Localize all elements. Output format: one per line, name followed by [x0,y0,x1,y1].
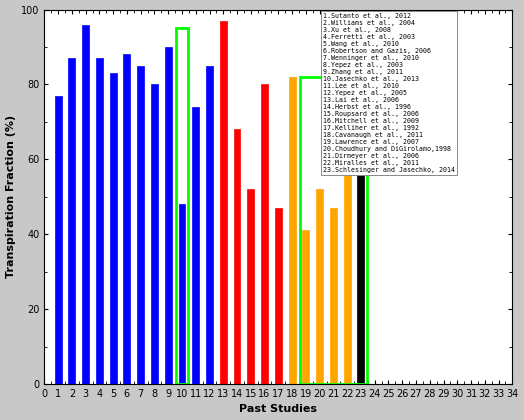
Bar [302,231,309,384]
Bar [151,84,158,384]
Bar [176,28,188,384]
Y-axis label: Transpiration Fraction (%): Transpiration Fraction (%) [6,115,16,278]
Bar [192,107,199,384]
Bar [96,58,103,384]
Bar [330,208,337,384]
Bar [179,204,185,384]
Bar [234,129,241,384]
Bar [344,84,351,384]
X-axis label: Past Studies: Past Studies [239,404,318,415]
Bar [124,55,130,384]
Bar [110,73,117,384]
Bar [165,47,172,384]
Bar [247,189,254,384]
Bar [220,21,227,384]
Bar [69,58,75,384]
Bar [206,66,213,384]
Bar [137,66,144,384]
Bar [289,77,296,384]
Bar [300,77,367,384]
Text: 1.Sutanto et al., 2012
2.Williams et al., 2004
3.Xu et al., 2008
4.Ferretti et a: 1.Sutanto et al., 2012 2.Williams et al.… [323,13,455,173]
Bar [54,96,61,384]
Bar [82,24,89,384]
Bar [275,208,282,384]
Bar [261,84,268,384]
Bar [316,189,323,384]
Bar [357,155,364,384]
